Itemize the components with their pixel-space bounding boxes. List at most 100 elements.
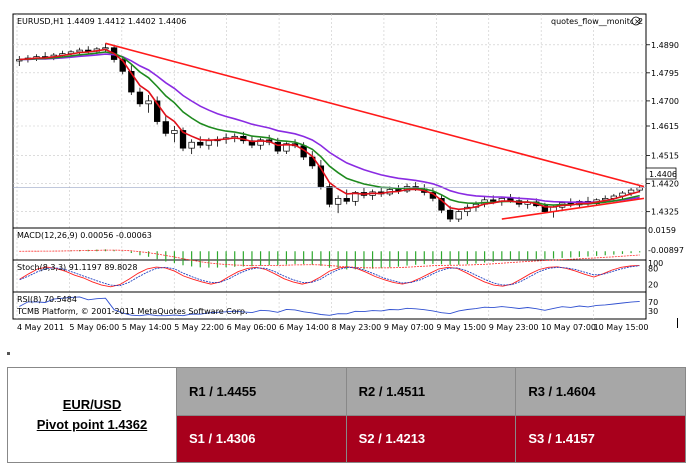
time-tick-label: 5 May 06:00 [69,323,119,332]
chart-grid [13,14,646,319]
candle [154,96,161,125]
s2-cell: S2 / 1.4213 [345,414,517,463]
price-tick-label: 1.4515 [651,152,679,161]
table-dot [7,352,10,355]
candle [334,195,342,214]
ma-fast-line [19,48,640,211]
candle-body [128,71,135,93]
candle-body [490,199,497,202]
price-tick-label: 1.4700 [651,97,679,106]
candle-body [197,141,204,146]
ma-mid-line [19,51,640,206]
time-tick-label: 8 May 23:00 [332,323,382,332]
indicator-name: quotes_flow__monitor2 [551,17,643,26]
macd-tick-label: -0.00897 [648,246,684,255]
candle [188,139,195,155]
stoch-k-line [19,264,640,288]
rsi-tick-label: 30 [648,307,658,316]
candle-body [283,143,290,152]
resistance-trendline [105,42,645,188]
candle-body [179,130,187,149]
rsi-tick-label: 70 [648,298,658,307]
time-tick-label: 9 May 07:00 [384,323,434,332]
time-tick-label: 5 May 14:00 [122,323,172,332]
candle [455,210,462,222]
candle [136,87,144,107]
candle-body [188,141,195,149]
rsi-label: RSI(8) 70.5484 [17,295,77,304]
cursor-marker [677,318,678,328]
r2-cell: R2 / 1.4511 [345,367,517,416]
candle-body [636,187,643,191]
time-tick-label: 6 May 06:00 [227,323,277,332]
pair-label: EUR/USD [62,397,122,412]
candle [326,183,333,208]
chart-svg: 1.4890 1.4795 1.4700 1.4615 1.4515 1.4420 1.43… [12,13,684,332]
close-indicator-icon[interactable] [631,16,641,26]
candle-body [627,189,635,194]
price-tick-label: 1.4325 [651,208,679,217]
candle-body [326,186,333,205]
candle-body [205,140,213,146]
moving-averages [19,48,640,211]
candle-body [274,141,281,152]
trendlines [13,42,646,220]
macd-signal-line [19,249,640,269]
current-price-label: 1.4406 [649,170,677,179]
candle-body [162,121,169,134]
s3-cell: S3 / 1.4157 [515,414,686,463]
s1-cell: S1 / 1.4306 [176,414,347,463]
pivot-cell: EUR/USD Pivot point 1.4362 [7,367,177,463]
candle-body [317,165,325,187]
copyright-text: TCMB Platform, © 2001-2011 MetaQuotes So… [16,307,248,316]
stoch-tick-label: 100 [648,259,663,268]
candle [128,65,135,95]
time-tick-label: 9 May 15:00 [436,323,486,332]
stoch-label: Stoch(8,3,3) 91.1197 89.8028 [17,263,137,272]
stoch-tick-label: 80 [648,264,658,273]
candle-body [171,130,178,134]
candle-body [455,211,462,220]
candle-body [145,100,152,105]
price-tick-label: 1.4795 [651,69,679,78]
candle-body [154,100,161,122]
macd-pane: 0.0159 -0.00897 [19,226,684,270]
pivot-point-label: Pivot point 1.4362 [36,417,148,432]
candle [145,94,152,113]
macd-label: MACD(12,26,9) 0.00056 -0.00063 [17,231,152,240]
candle-body [352,192,359,202]
candle [171,126,178,143]
time-tick-label: 5 May 22:00 [174,323,224,332]
current-price-box [645,167,677,180]
close-indicator-glyph: × [634,17,641,26]
price-tick-label: 1.4420 [651,180,679,189]
candle [257,137,264,150]
table-row: S1 / 1.4306 S2 / 1.4213 S3 / 1.4157 [8,414,686,463]
macd-tick-label: 0.0159 [648,226,676,235]
time-tick-label: 10 May 15:00 [594,323,649,332]
price-axis: 1.4890 1.4795 1.4700 1.4615 1.4515 1.4420 1.43… [646,41,679,217]
r1-cell: R1 / 1.4455 [176,367,347,416]
candle-body [438,198,445,211]
table-row: EUR/USD Pivot point 1.4362 R1 / 1.4455 R… [7,367,686,463]
price-tick-label: 1.4890 [651,41,679,50]
time-tick-label: 6 May 14:00 [279,323,329,332]
symbol-header: EURUSD,H1 1.4409 1.4412 1.4402 1.4406 [17,17,186,26]
stoch-d-line [19,265,640,287]
support-trendline [501,197,645,220]
rsi-line [19,296,640,317]
candle [438,195,445,214]
candle-body [541,205,549,213]
time-tick-label: 4 May 2011 [17,323,64,332]
candle-body [136,91,144,105]
candle-body [446,209,454,220]
price-tick-label: 1.4615 [651,122,679,131]
time-tick-label: 9 May 23:00 [489,323,539,332]
candle [317,159,325,190]
time-axis: 4 May 2011 5 May 06:00 5 May 14:00 5 May 22… [17,323,648,332]
candle-body [334,198,342,205]
time-tick-label: 10 May 07:00 [541,323,596,332]
pivot-table: EUR/USD Pivot point 1.4362 R1 / 1.4455 R… [7,367,686,463]
